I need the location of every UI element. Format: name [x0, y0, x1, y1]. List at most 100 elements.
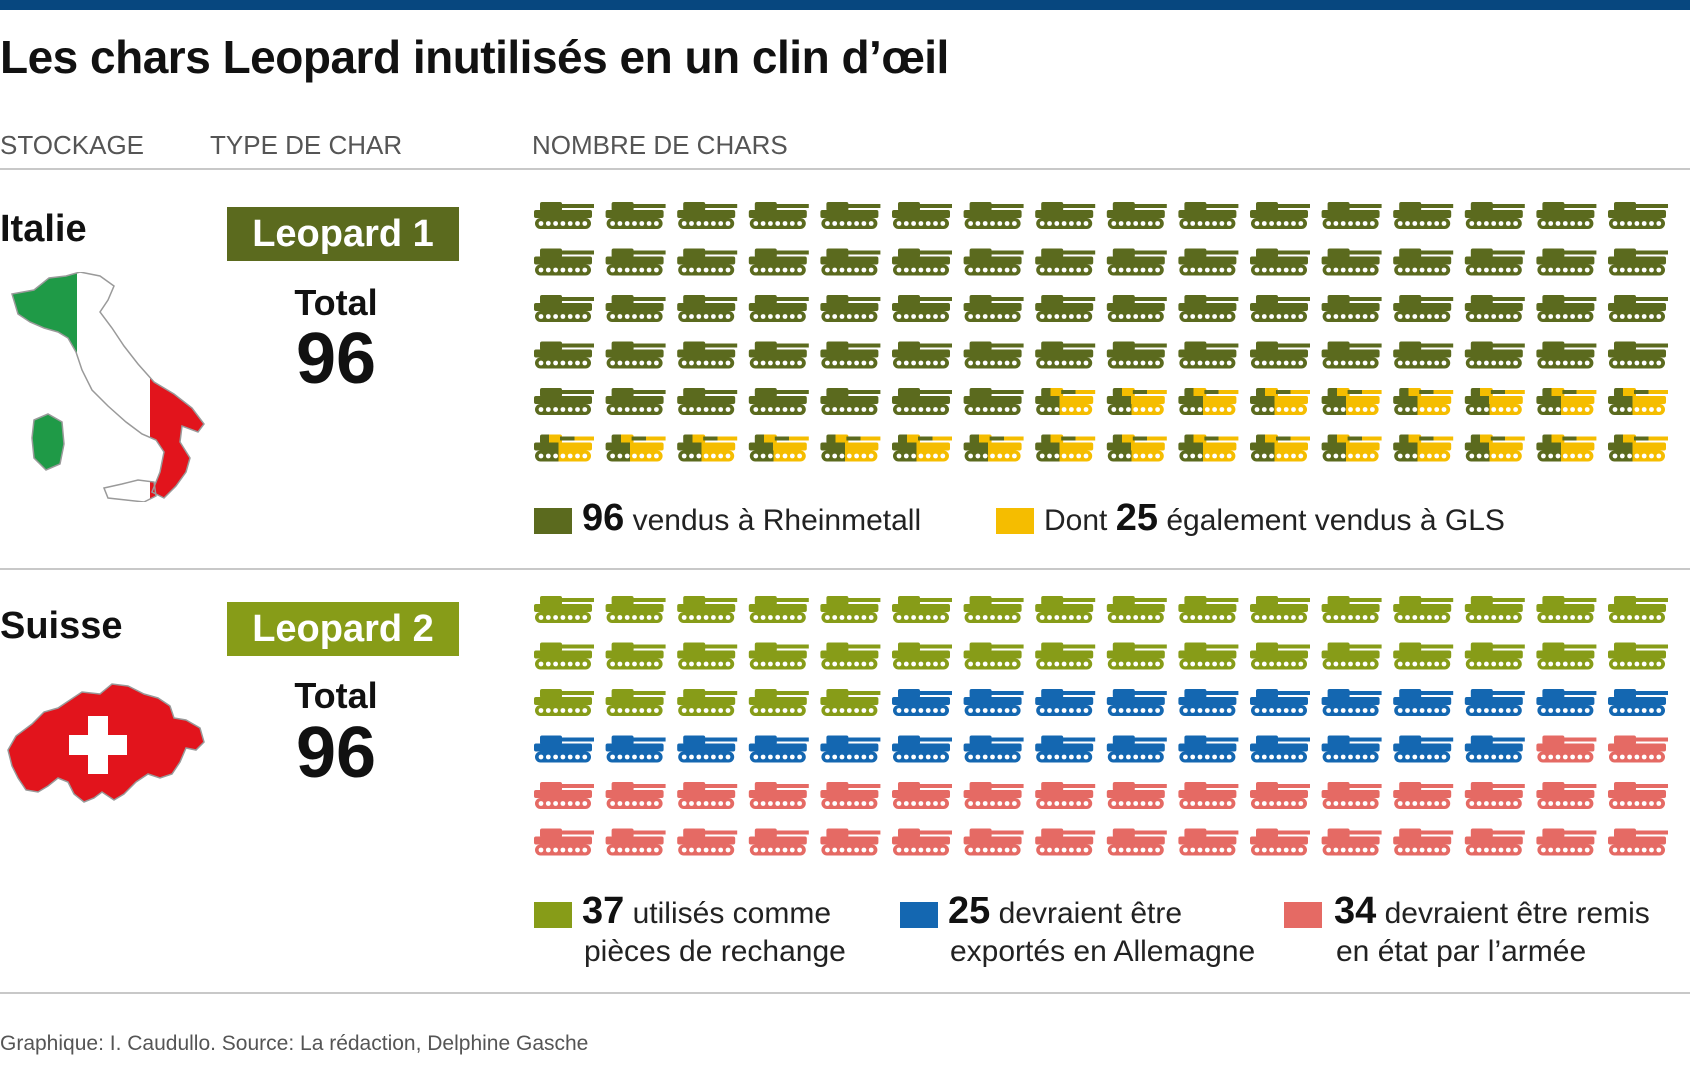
tank-icon [892, 248, 952, 276]
tank-icon [1464, 434, 1525, 462]
tank-icon [534, 828, 594, 856]
tank-icon [963, 434, 1024, 462]
tank-icon [748, 642, 809, 670]
tank-icon [1250, 689, 1310, 716]
tank-icon [820, 735, 881, 763]
tank-icon [820, 689, 881, 716]
tank-icon [1035, 642, 1096, 670]
tank-icon [1536, 642, 1597, 670]
tank-icon [534, 689, 594, 716]
tank-icon [1321, 828, 1382, 856]
tank-icon [820, 388, 881, 415]
tank-icon [534, 735, 594, 763]
tank-icon [1464, 341, 1525, 369]
legend-gls-label: également vendus à GLS [1166, 504, 1505, 537]
column-header-type: TYPE DE CHAR [210, 130, 403, 160]
tank-icon [1106, 295, 1167, 322]
tank-icon [1393, 596, 1454, 623]
tank-icon [820, 202, 881, 229]
tank-icon [1178, 248, 1239, 276]
tank-icon [605, 596, 666, 623]
tank-icon [963, 202, 1024, 229]
tank-icon [534, 388, 594, 415]
legend-gls: Dont 25 également vendus à GLS [1044, 497, 1505, 540]
tank-icon [1250, 828, 1310, 856]
tank-icon [963, 642, 1024, 670]
tank-icon [1178, 295, 1239, 322]
tank-icon [820, 596, 881, 623]
legend-export-line1: devraient être [998, 897, 1183, 930]
legend-repair-line2: en état par l’armée [1336, 935, 1587, 968]
tank-icon [677, 434, 738, 462]
legend-spare-parts-line1: utilisés comme [632, 897, 832, 930]
tank-icon [1178, 782, 1239, 809]
tank-icon [1608, 689, 1668, 716]
switzerland-total-label: Total [294, 675, 378, 716]
tank-icon [1393, 735, 1454, 763]
tank-icon [1106, 248, 1167, 276]
tank-icon [820, 295, 881, 322]
tank-icon [1536, 388, 1597, 415]
tank-icon [1393, 782, 1454, 809]
tank-icon [677, 782, 738, 809]
tank-icon [1035, 735, 1096, 763]
legend-spare-parts: 37 utilisés comme [582, 890, 831, 933]
tank-icon [892, 434, 952, 462]
tank-icon [677, 202, 738, 229]
tank-icon [963, 341, 1024, 369]
tank-icon [963, 596, 1024, 623]
tank-icon [605, 828, 666, 856]
tank-icon [892, 828, 952, 856]
tank-icon [748, 735, 809, 763]
tank-icon [820, 782, 881, 809]
tank-icon [1536, 295, 1597, 322]
tank-icon [1106, 689, 1167, 716]
tank-type-badge-leopard-2: Leopard 2 [227, 602, 459, 656]
tank-icon [963, 782, 1024, 809]
tank-icon [748, 341, 809, 369]
tank-icon [1178, 596, 1239, 623]
tank-icon [1536, 434, 1597, 462]
tank-icon [1464, 202, 1525, 229]
tank-icon [534, 248, 594, 276]
tank-icon [1178, 341, 1239, 369]
italy-tank-pictogram [534, 202, 1668, 462]
italy-total-label: Total [294, 282, 378, 323]
tank-icon [1106, 596, 1167, 623]
tank-icon [1321, 642, 1382, 670]
tank-icon [1464, 248, 1525, 276]
tank-icon [892, 341, 952, 369]
tank-icon [1250, 202, 1310, 229]
column-header-count: NOMBRE DE CHARS [532, 130, 788, 160]
tank-icon [1178, 689, 1239, 716]
tank-icon [605, 388, 666, 415]
tank-icon [1536, 202, 1597, 229]
tank-icon [1464, 295, 1525, 322]
tank-icon [677, 248, 738, 276]
legend-repair: 34 devraient être remis [1334, 890, 1650, 933]
tank-icon [1608, 735, 1668, 763]
tank-icon [1536, 689, 1597, 716]
tank-icon [1035, 434, 1096, 462]
tank-icon [1608, 596, 1668, 623]
tank-icon [1608, 642, 1668, 670]
legend-swatch-gls [996, 508, 1034, 534]
tank-icon [963, 689, 1024, 716]
tank-icon [605, 735, 666, 763]
tank-icon [677, 388, 738, 415]
tank-icon [1106, 782, 1167, 809]
tank-icon [605, 689, 666, 716]
tank-icon [1464, 735, 1525, 763]
tank-icon [677, 642, 738, 670]
tank-icon [1608, 341, 1668, 369]
tank-icon [820, 434, 881, 462]
tank-icon [1321, 341, 1382, 369]
tank-icon [892, 295, 952, 322]
source-credit: Graphique: I. Caudullo. Source: La rédac… [0, 1032, 589, 1055]
legend-gls-value: 25 [1115, 497, 1158, 539]
tank-icon [1178, 388, 1239, 415]
footer-divider [0, 992, 1690, 994]
tank-icon [1464, 642, 1525, 670]
italy-total-value: 96 [295, 319, 377, 399]
tank-icon [1035, 596, 1096, 623]
